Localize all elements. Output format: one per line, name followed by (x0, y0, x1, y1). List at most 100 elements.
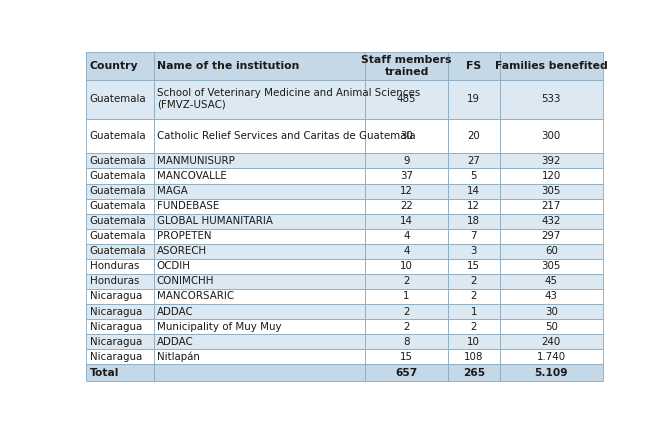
Bar (500, 199, 603, 214)
Bar (87, 169, 154, 184)
Bar (500, 119, 603, 154)
Bar (87, 229, 154, 244)
Text: 5: 5 (470, 171, 477, 181)
Text: 20: 20 (468, 131, 480, 141)
Bar (448, 334, 500, 349)
Text: Catholic Relief Services and Caritas de Guatemala: Catholic Relief Services and Caritas de … (157, 131, 415, 141)
Bar (154, 349, 365, 364)
Text: Country: Country (90, 61, 138, 71)
Text: 2: 2 (403, 307, 410, 317)
Text: OCDIH: OCDIH (157, 261, 191, 272)
Text: Total: Total (90, 368, 119, 378)
Text: 15: 15 (400, 352, 413, 362)
Text: Honduras: Honduras (90, 261, 139, 272)
Bar (365, 214, 448, 229)
Bar (365, 304, 448, 319)
Bar (154, 334, 365, 349)
Text: ASORECH: ASORECH (157, 246, 207, 256)
Bar (365, 119, 448, 154)
Text: 2: 2 (403, 276, 410, 287)
Bar (154, 154, 365, 169)
Text: ADDAC: ADDAC (157, 307, 193, 317)
Bar (365, 52, 448, 80)
Bar (500, 52, 603, 80)
Bar (448, 289, 500, 304)
Bar (87, 334, 154, 349)
Bar (87, 244, 154, 259)
Bar (154, 119, 365, 154)
Bar (154, 274, 365, 289)
Bar (87, 319, 154, 334)
Text: Municipality of Muy Muy: Municipality of Muy Muy (157, 322, 281, 332)
Text: Guatemala: Guatemala (90, 131, 146, 141)
Text: FS: FS (466, 61, 481, 71)
Bar (500, 229, 603, 244)
Bar (448, 304, 500, 319)
Bar (154, 229, 365, 244)
Text: 43: 43 (545, 291, 558, 302)
Bar (500, 334, 603, 349)
Bar (154, 214, 365, 229)
Bar (500, 169, 603, 184)
Bar (500, 304, 603, 319)
Bar (365, 244, 448, 259)
Text: 2: 2 (470, 322, 477, 332)
Text: 12: 12 (467, 201, 480, 211)
Text: 217: 217 (541, 201, 561, 211)
Text: School of Veterinary Medicine and Animal Sciences
(FMVZ-USAC): School of Veterinary Medicine and Animal… (157, 88, 420, 110)
Text: 2: 2 (403, 322, 410, 332)
Bar (87, 80, 154, 119)
Bar (87, 274, 154, 289)
Bar (448, 80, 500, 119)
Text: 10: 10 (467, 337, 480, 347)
Text: Families benefited: Families benefited (495, 61, 608, 71)
Bar (365, 274, 448, 289)
Text: 2: 2 (470, 276, 477, 287)
Text: 19: 19 (467, 94, 480, 104)
Text: Staff members
trained: Staff members trained (362, 55, 452, 77)
Bar (365, 364, 448, 381)
Text: 37: 37 (400, 171, 413, 181)
Text: Guatemala: Guatemala (90, 94, 146, 104)
Bar (365, 319, 448, 334)
Text: 533: 533 (541, 94, 561, 104)
Bar (87, 304, 154, 319)
Bar (500, 244, 603, 259)
Bar (448, 364, 500, 381)
Text: 7: 7 (470, 231, 477, 241)
Bar (87, 364, 154, 381)
Bar (154, 319, 365, 334)
Text: CONIMCHH: CONIMCHH (157, 276, 214, 287)
Text: Guatemala: Guatemala (90, 171, 146, 181)
Bar (500, 364, 603, 381)
Text: 10: 10 (400, 261, 413, 272)
Text: 240: 240 (541, 337, 561, 347)
Bar (87, 289, 154, 304)
Bar (365, 154, 448, 169)
Text: 3: 3 (470, 246, 477, 256)
Bar (500, 289, 603, 304)
Text: 45: 45 (545, 276, 558, 287)
Text: Nicaragua: Nicaragua (90, 337, 142, 347)
Bar (448, 184, 500, 199)
Text: Nicaragua: Nicaragua (90, 322, 142, 332)
Text: Nicaragua: Nicaragua (90, 291, 142, 302)
Text: 657: 657 (395, 368, 418, 378)
Bar (500, 259, 603, 274)
Bar (448, 229, 500, 244)
Text: 4: 4 (403, 231, 410, 241)
Bar (154, 259, 365, 274)
Text: Name of the institution: Name of the institution (157, 61, 299, 71)
Bar (448, 349, 500, 364)
Text: 485: 485 (397, 94, 417, 104)
Text: Guatemala: Guatemala (90, 156, 146, 166)
Bar (154, 52, 365, 80)
Text: Guatemala: Guatemala (90, 186, 146, 196)
Text: 30: 30 (545, 307, 558, 317)
Text: 2: 2 (470, 291, 477, 302)
Text: 27: 27 (467, 156, 480, 166)
Bar (365, 334, 448, 349)
Text: Honduras: Honduras (90, 276, 139, 287)
Bar (448, 154, 500, 169)
Bar (154, 364, 365, 381)
